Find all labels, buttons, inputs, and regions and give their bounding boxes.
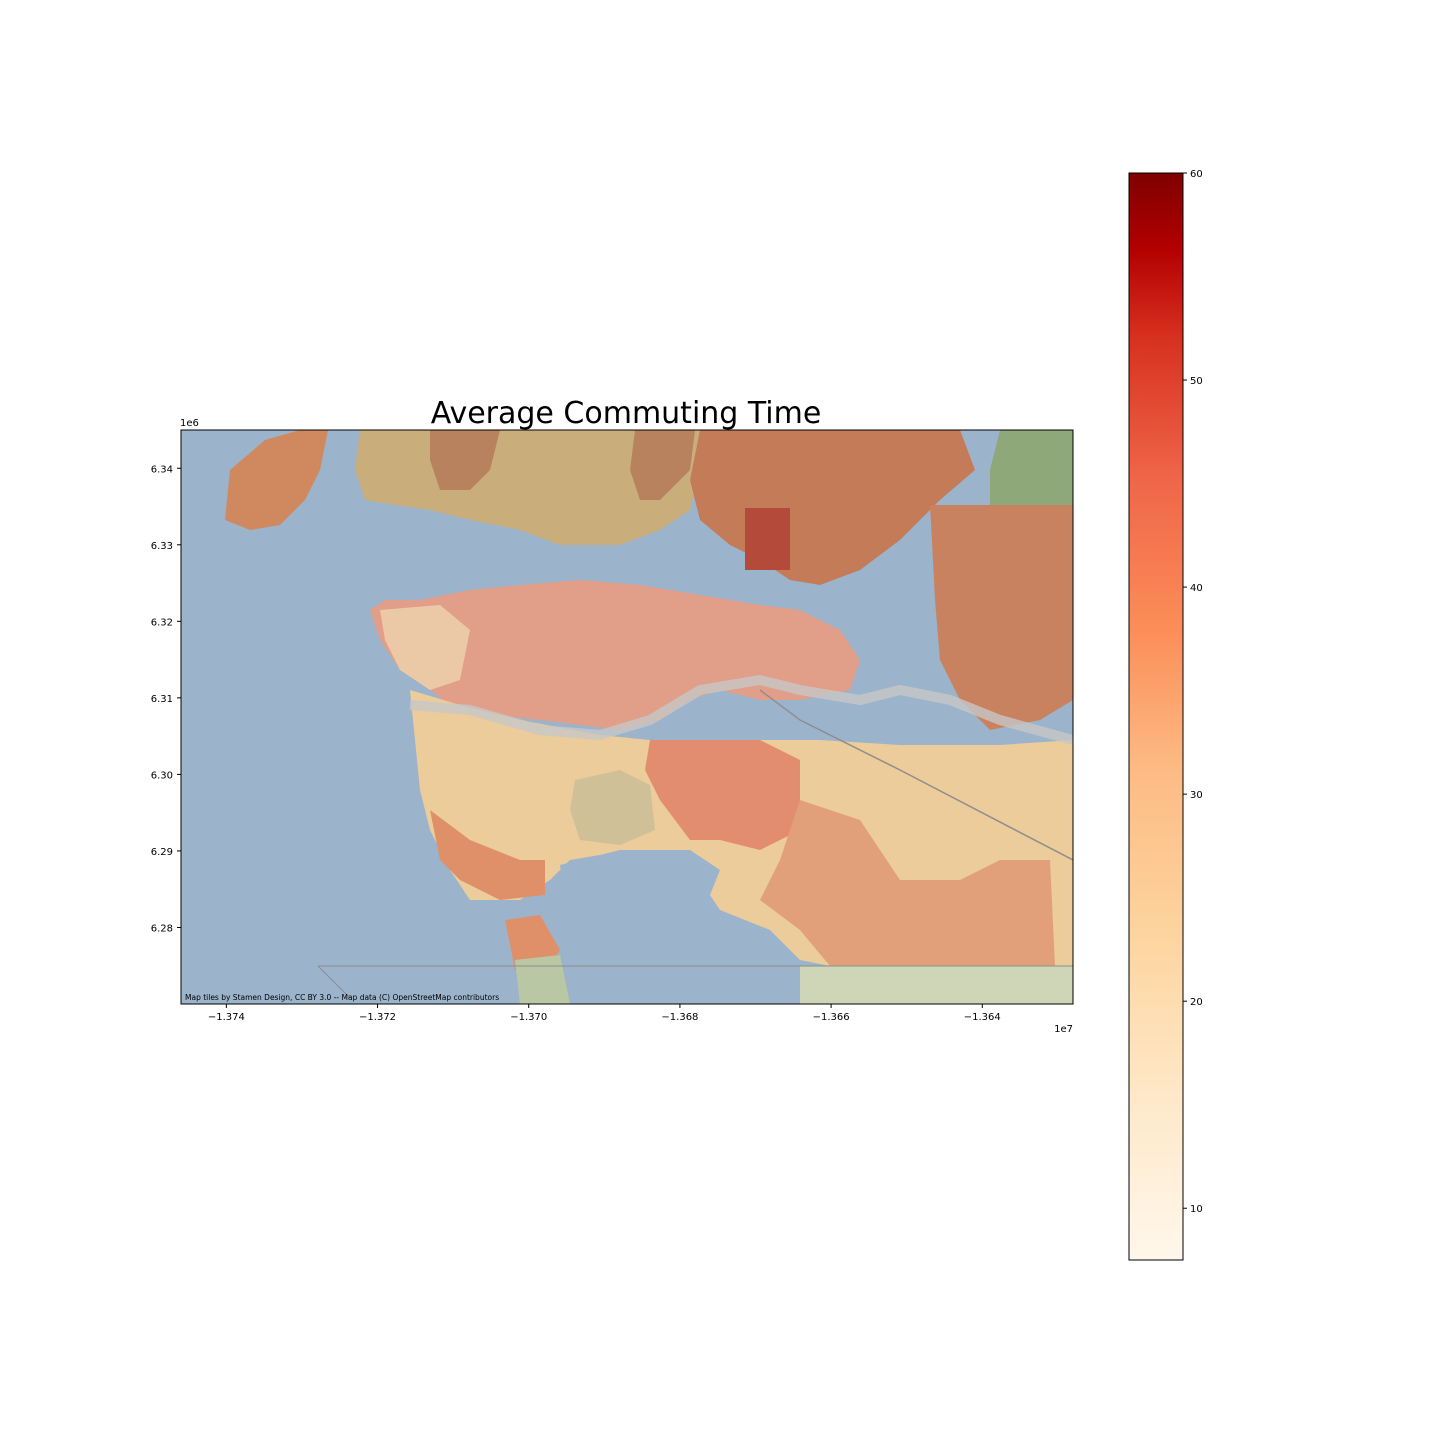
us-land xyxy=(800,966,1073,1004)
lulu-island-bog xyxy=(570,770,655,845)
colorbar-ticks: 10 20 30 40 50 60 xyxy=(1183,169,1203,1215)
map-panel[interactable] xyxy=(181,430,1073,1004)
colorbar-tick-label: 60 xyxy=(1190,169,1203,180)
colorbar-tick-label: 10 xyxy=(1190,1204,1203,1215)
surrey-orange xyxy=(645,740,800,850)
map-attribution: Map tiles by Stamen Design, CC BY 3.0 --… xyxy=(185,993,499,1002)
west-island xyxy=(225,430,328,530)
y-tick-label: 6.31 xyxy=(151,694,173,705)
x-tick-label: −1.372 xyxy=(359,1012,396,1023)
vancouver-land xyxy=(370,580,860,730)
surrey-south-orange xyxy=(760,800,1055,966)
fraser-river xyxy=(409,674,1073,745)
north-shore-mountains xyxy=(430,430,500,490)
east-mountains xyxy=(930,505,1073,730)
colorbar-tick-label: 30 xyxy=(1190,790,1203,801)
x-axis-offset-label: 1e7 xyxy=(1054,1024,1073,1035)
y-tick-label: 6.32 xyxy=(151,617,173,628)
highway-line xyxy=(759,689,1073,861)
x-axis-ticks: −1.374 −1.372 −1.370 −1.368 −1.366 −1.364 xyxy=(208,1004,1001,1023)
colorbar-tick-label: 40 xyxy=(1190,583,1203,594)
axes-frame xyxy=(180,429,1074,1005)
y-axis-ticks: 6.28 6.29 6.30 6.31 6.32 6.33 6.34 xyxy=(151,464,181,934)
x-tick-label: −1.370 xyxy=(510,1012,547,1023)
colorbar xyxy=(1128,172,1184,1261)
y-tick-label: 6.30 xyxy=(151,770,173,781)
high-commute-block xyxy=(745,508,790,570)
y-axis-offset-label: 1e6 xyxy=(180,418,199,429)
vancouver-west-pale xyxy=(380,605,470,690)
colorbar-tick-label: 50 xyxy=(1190,376,1203,387)
x-tick-label: −1.374 xyxy=(208,1012,245,1023)
delta-orange xyxy=(430,810,545,900)
point-roberts-green xyxy=(515,955,570,1004)
north-shore-mountains-2 xyxy=(630,430,695,500)
border-diagonal xyxy=(317,965,351,999)
y-tick-label: 6.34 xyxy=(151,464,173,475)
x-tick-label: −1.364 xyxy=(964,1012,1001,1023)
y-tick-label: 6.33 xyxy=(151,541,173,552)
far-ne-green xyxy=(990,430,1073,505)
y-tick-label: 6.28 xyxy=(151,923,173,934)
y-tick-label: 6.29 xyxy=(151,847,173,858)
x-tick-label: −1.366 xyxy=(813,1012,850,1023)
map-title: Average Commuting Time xyxy=(431,396,822,431)
x-tick-label: −1.368 xyxy=(661,1012,698,1023)
colorbar-tick-label: 20 xyxy=(1190,997,1203,1008)
